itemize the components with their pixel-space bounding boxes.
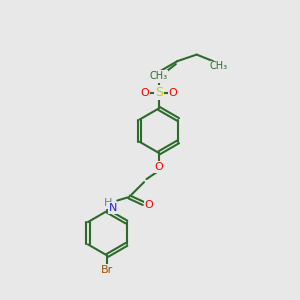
Text: CH₃: CH₃ [150, 71, 168, 81]
Text: CH₃: CH₃ [209, 61, 227, 71]
Text: O: O [169, 88, 178, 98]
Text: N: N [158, 73, 167, 82]
Text: N: N [109, 203, 117, 213]
Text: H: H [104, 199, 112, 208]
Text: H: H [149, 73, 158, 82]
Text: S: S [155, 86, 163, 99]
Text: O: O [140, 88, 149, 98]
Text: Br: Br [101, 265, 113, 275]
Text: O: O [154, 162, 163, 172]
Text: O: O [144, 200, 153, 210]
